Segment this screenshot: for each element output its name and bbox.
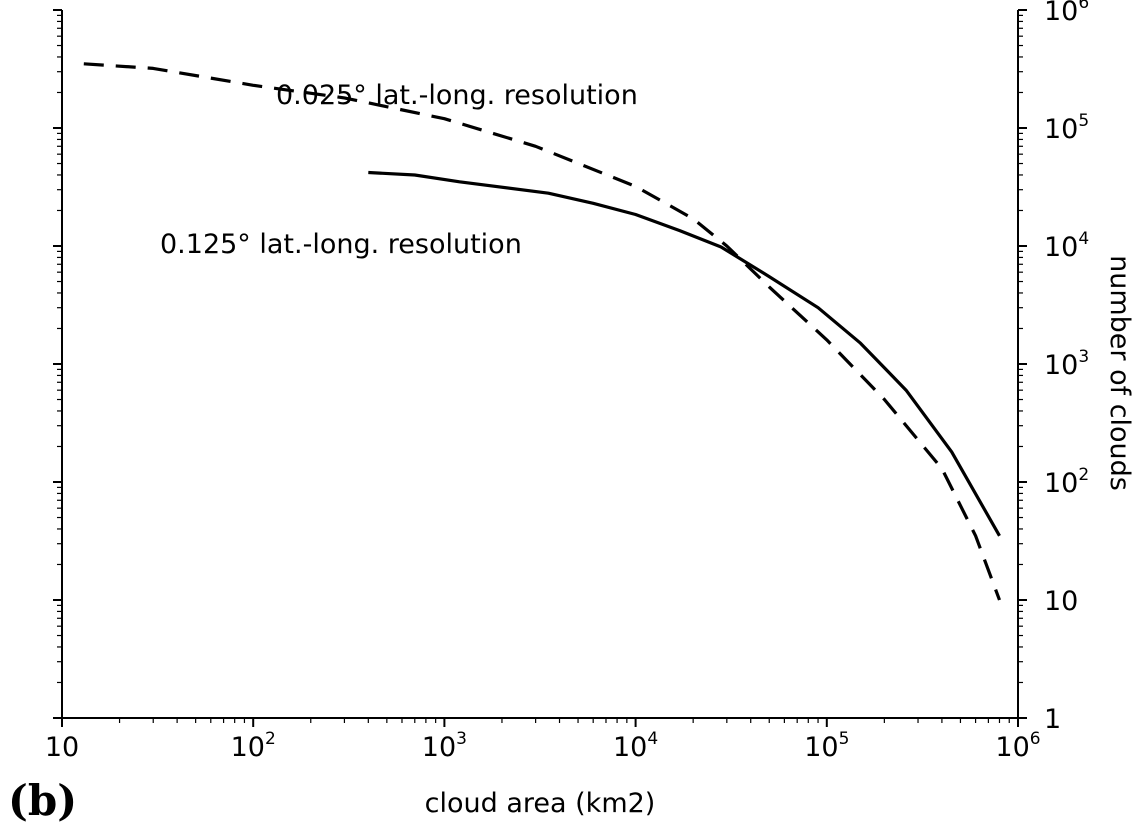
x-tick-label: 106 xyxy=(995,729,1040,763)
series-line-0125-deg xyxy=(368,170,1001,537)
y-tick-label: 10 xyxy=(1044,586,1078,617)
series-line-0025-deg xyxy=(83,62,1001,601)
y-tick-label: 102 xyxy=(1044,465,1089,499)
x-tick-label: 102 xyxy=(231,729,276,763)
annotation-fine-resolution: 0.025° lat.-long. resolution xyxy=(276,80,638,111)
axis-ticks xyxy=(53,9,1027,727)
x-tick-label: 103 xyxy=(422,729,467,763)
x-axis-title: cloud area (km2) xyxy=(425,788,656,819)
y-tick-label: 103 xyxy=(1044,347,1089,381)
axes xyxy=(61,10,1019,719)
y-tick-label: 105 xyxy=(1044,111,1089,145)
x-tick-label: 104 xyxy=(613,729,658,763)
data-series xyxy=(83,62,1001,601)
panel-label: (b) xyxy=(8,776,77,823)
x-tick-label: 10 xyxy=(45,732,79,763)
x-tick-label: 105 xyxy=(804,729,849,763)
annotation-coarse-resolution: 0.125° lat.-long. resolution xyxy=(160,229,522,260)
y-axis-title: number of clouds xyxy=(1104,255,1135,491)
y-tick-label: 104 xyxy=(1044,229,1089,263)
y-tick-label: 1 xyxy=(1044,704,1061,735)
y-tick-label: 106 xyxy=(1044,0,1089,27)
